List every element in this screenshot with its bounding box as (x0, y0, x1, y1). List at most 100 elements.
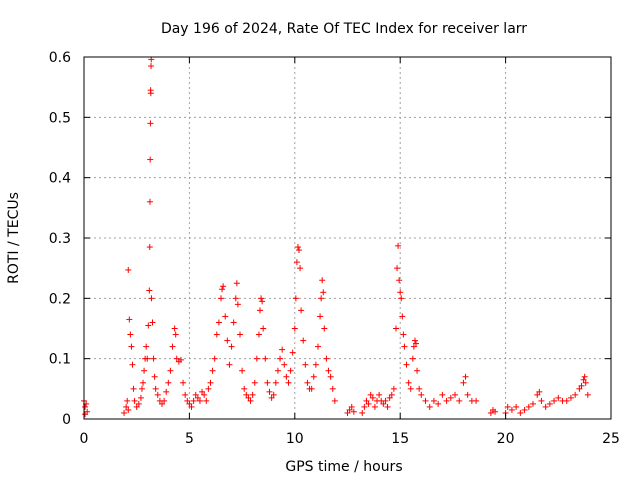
data-point (293, 259, 300, 266)
data-point (147, 120, 154, 127)
data-point (247, 397, 254, 404)
data-point (289, 349, 296, 356)
data-point (209, 367, 216, 374)
y-tick-label: 0.5 (49, 110, 71, 126)
data-point (258, 295, 265, 302)
y-tick-label: 0.6 (49, 50, 71, 66)
data-point (177, 356, 184, 363)
y-tick-label: 0.3 (49, 231, 71, 247)
data-point (517, 409, 524, 416)
data-point (464, 391, 471, 398)
data-point (207, 379, 214, 386)
data-point (460, 379, 467, 386)
data-point (350, 408, 357, 415)
data-point (264, 379, 271, 386)
data-point (551, 397, 558, 404)
data-point (399, 313, 406, 320)
data-point (414, 367, 421, 374)
plot-frame (83, 56, 612, 420)
data-point (138, 385, 145, 392)
data-point (123, 403, 130, 410)
data-point (327, 373, 334, 380)
data-point (218, 295, 225, 302)
data-point (137, 394, 144, 401)
data-point (135, 400, 142, 407)
data-point (581, 373, 588, 380)
data-point (462, 373, 469, 380)
data-point (392, 325, 399, 332)
data-point (230, 319, 237, 326)
data-point (435, 400, 442, 407)
data-point (413, 340, 420, 347)
y-tick-label: 0.1 (49, 352, 71, 368)
data-point (407, 385, 414, 392)
data-point (241, 385, 248, 392)
data-point (272, 379, 279, 386)
data-point (536, 388, 543, 395)
data-point (582, 379, 589, 386)
axis-ticks: 0 5 10 15 20 25 0 0.1 0.2 0.3 0.4 0.5 0.6 (49, 50, 620, 447)
data-point (312, 361, 319, 368)
data-point (169, 343, 176, 350)
y-tick-label: 0.2 (49, 291, 71, 307)
data-point (133, 403, 140, 410)
data-point (147, 156, 154, 163)
data-point (344, 409, 351, 416)
data-point (146, 198, 153, 205)
data-point (152, 385, 159, 392)
data-point (418, 391, 425, 398)
data-point (266, 388, 273, 395)
data-point (584, 391, 591, 398)
data-point (140, 379, 147, 386)
data-point (321, 325, 328, 332)
data-point (257, 307, 264, 314)
data-point (144, 355, 151, 362)
data-point (222, 313, 229, 320)
data-point (165, 379, 172, 386)
data-point (129, 361, 136, 368)
data-point (318, 295, 325, 302)
data-point (542, 403, 549, 410)
x-tick-label: 20 (497, 431, 515, 447)
data-point (161, 397, 168, 404)
data-point (224, 337, 231, 344)
grid (84, 57, 611, 419)
data-point (525, 403, 532, 410)
data-point (411, 337, 418, 344)
data-point (274, 367, 281, 374)
data-point (329, 385, 336, 392)
data-point (154, 391, 161, 398)
data-point (578, 382, 585, 389)
data-point (180, 379, 187, 386)
data-point (473, 397, 480, 404)
data-point (194, 394, 201, 401)
data-point (158, 400, 165, 407)
data-point (530, 400, 537, 407)
data-point (492, 408, 499, 415)
data-point (186, 400, 193, 407)
data-point (395, 242, 402, 249)
data-point (215, 319, 222, 326)
data-point (234, 301, 241, 308)
data-point (371, 403, 378, 410)
data-point (125, 266, 132, 273)
data-point (228, 343, 235, 350)
data-point (384, 403, 391, 410)
data-point (199, 388, 206, 395)
data-point (131, 397, 138, 404)
data-point (361, 403, 368, 410)
data-point (369, 394, 376, 401)
data-point (572, 391, 579, 398)
data-point (196, 397, 203, 404)
data-point (508, 406, 515, 413)
data-point (146, 287, 153, 294)
data-point (363, 397, 370, 404)
x-tick-label: 5 (185, 431, 194, 447)
data-point (268, 394, 275, 401)
data-point (121, 409, 128, 416)
data-point (211, 355, 218, 362)
data-point (281, 361, 288, 368)
data-point (203, 397, 210, 404)
data-point (430, 397, 437, 404)
data-point (439, 391, 446, 398)
